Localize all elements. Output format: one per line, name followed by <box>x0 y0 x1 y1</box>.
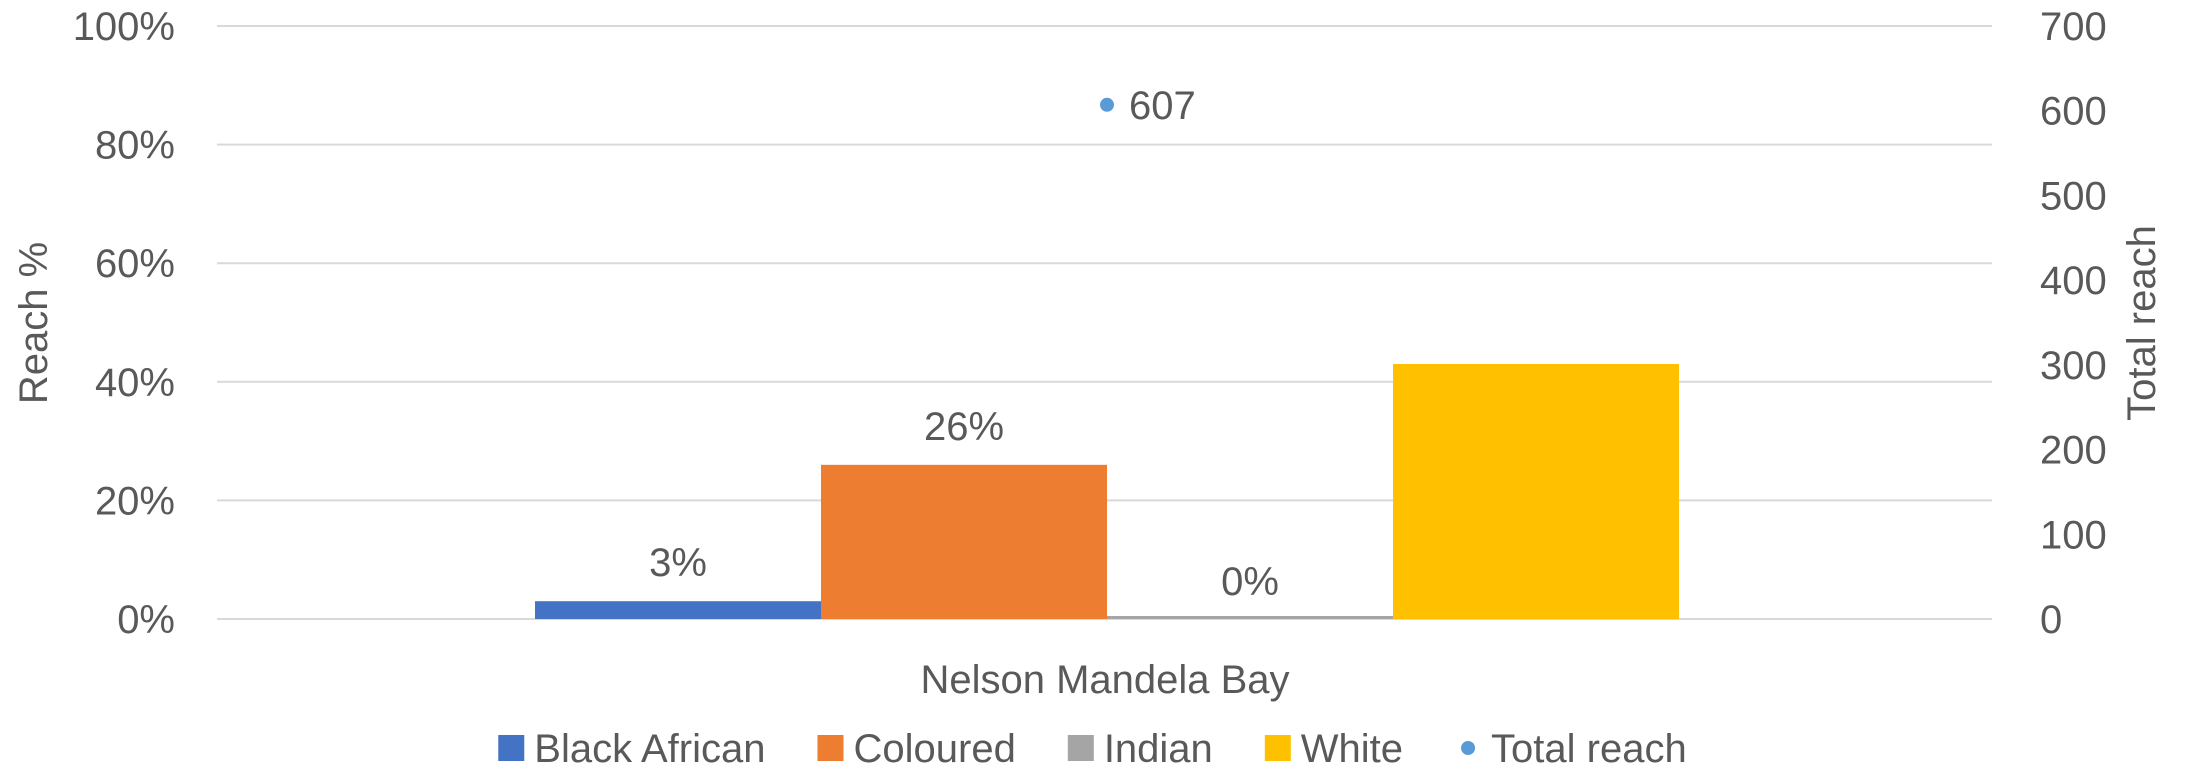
legend-marker-indian <box>1067 735 1094 761</box>
data-labels: 3% 26% 0% 607 <box>649 84 1279 604</box>
legend-label-total-reach: Total reach <box>1491 727 1687 771</box>
legend-marker-coloured <box>817 735 844 761</box>
right-tick-label: 100 <box>2040 513 2107 557</box>
data-label: 0% <box>1221 560 1279 604</box>
right-tick-label: 400 <box>2040 259 2107 303</box>
right-tick-label: 700 <box>2040 5 2107 49</box>
legend-label-indian: Indian <box>1104 727 1213 771</box>
bar-indian <box>1107 616 1393 619</box>
left-axis-title: Reach % <box>12 242 56 404</box>
data-label: 3% <box>649 541 707 585</box>
legend-label-white: White <box>1301 727 1403 771</box>
gridlines <box>217 25 1992 620</box>
bar-black-african <box>535 601 821 619</box>
left-tick-label: 40% <box>95 361 175 405</box>
right-tick-label: 200 <box>2040 429 2107 473</box>
legend-label-coloured: Coloured <box>853 727 1015 771</box>
right-tick-label: 500 <box>2040 174 2107 218</box>
bar-white <box>1393 364 1679 619</box>
legend-marker-black-african <box>498 735 525 761</box>
legend: Black African Coloured Indian White Total re… <box>498 727 1687 771</box>
left-tick-label: 20% <box>95 479 175 523</box>
right-tick-label: 300 <box>2040 344 2107 388</box>
point-total-reach <box>1100 97 1114 112</box>
left-axis-ticks: 0% 20% 40% 60% 80% 100% <box>73 5 175 642</box>
right-axis-ticks: 0 100 200 300 400 500 600 700 <box>2040 5 2107 642</box>
left-tick-label: 0% <box>117 598 175 642</box>
data-label: 607 <box>1129 84 1196 128</box>
right-tick-label: 600 <box>2040 90 2107 134</box>
legend-label-black-african: Black African <box>534 727 765 771</box>
legend-marker-white <box>1264 735 1291 761</box>
left-tick-label: 60% <box>95 242 175 286</box>
right-axis-title: Total reach <box>2120 225 2164 421</box>
data-label: 26% <box>924 405 1004 449</box>
right-tick-label: 0 <box>2040 598 2062 642</box>
legend-marker-total-reach <box>1461 741 1476 755</box>
left-tick-label: 100% <box>73 5 175 49</box>
bars <box>535 97 1679 619</box>
bar-coloured <box>821 464 1107 619</box>
category-label: Nelson Mandela Bay <box>920 658 1289 702</box>
left-tick-label: 80% <box>95 124 175 168</box>
